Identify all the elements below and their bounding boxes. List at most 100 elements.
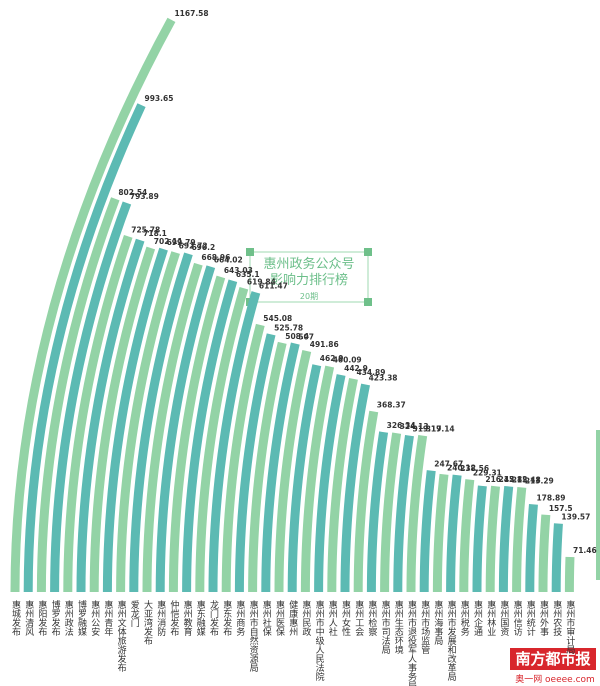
bar bbox=[366, 431, 389, 593]
chart-title: 惠州政务公众号影响力排行榜 bbox=[263, 256, 354, 288]
value-label: 793.89 bbox=[130, 192, 159, 201]
bar bbox=[129, 252, 193, 593]
category-label: 惠州农技 bbox=[551, 599, 562, 637]
value-label: 619.84 bbox=[247, 277, 276, 286]
category-label: 惠州人社 bbox=[327, 599, 338, 637]
value-label: 216.42 bbox=[485, 475, 514, 484]
bar bbox=[76, 238, 145, 593]
category-label: 惠州税务 bbox=[459, 599, 470, 637]
bar bbox=[314, 374, 346, 593]
category-label: 惠州消防 bbox=[155, 599, 166, 637]
category-label: 惠州政法 bbox=[63, 599, 74, 637]
value-label: 178.89 bbox=[536, 493, 565, 502]
bar bbox=[89, 246, 156, 593]
value-label: 442.9 bbox=[344, 364, 368, 373]
bar bbox=[498, 485, 514, 593]
bar bbox=[248, 341, 287, 593]
category-label: 仲恺发布 bbox=[168, 599, 179, 637]
value-label: 491.86 bbox=[310, 340, 339, 349]
value-label: 462.9 bbox=[320, 354, 344, 363]
bar bbox=[525, 503, 538, 593]
corner bbox=[364, 248, 372, 256]
category-label: 惠州市审计局 bbox=[564, 599, 575, 655]
value-label: 157.5 bbox=[549, 504, 573, 513]
category-label: 惠州市自然资源局 bbox=[248, 599, 259, 673]
bar bbox=[340, 383, 370, 593]
category-label: 大亚湾发布 bbox=[142, 599, 153, 646]
value-label: 690.2 bbox=[191, 243, 215, 252]
value-label: 319.17 bbox=[412, 425, 441, 434]
bar bbox=[208, 291, 261, 593]
bar bbox=[168, 275, 226, 593]
value-label: 664.02 bbox=[214, 256, 243, 265]
bar bbox=[23, 103, 146, 593]
bar bbox=[406, 434, 428, 593]
corner bbox=[246, 248, 254, 256]
category-label: 惠阳发布 bbox=[36, 599, 47, 637]
category-label: 惠州商务 bbox=[234, 599, 245, 637]
value-label: 635.1 bbox=[236, 270, 260, 279]
value-label: 215.82 bbox=[499, 475, 528, 484]
bar bbox=[195, 287, 249, 593]
title-line: 影响力排行榜 bbox=[270, 272, 348, 288]
category-label: 惠州清风 bbox=[23, 599, 34, 637]
category-label: 惠州林业 bbox=[485, 599, 496, 636]
category-label: 惠州市发展和改革局 bbox=[446, 599, 457, 682]
bar bbox=[155, 265, 216, 593]
bar bbox=[274, 349, 312, 593]
bar bbox=[485, 485, 501, 593]
bar bbox=[538, 514, 551, 592]
bar bbox=[327, 378, 358, 593]
value-label: 725.78 bbox=[131, 225, 160, 234]
bar bbox=[116, 251, 180, 593]
title-frame bbox=[249, 251, 369, 303]
category-label: 博罗融媒 bbox=[76, 599, 87, 637]
value-label: 71.46 bbox=[573, 546, 597, 555]
source-logo: 南方都市报 bbox=[515, 650, 590, 668]
value-label: 368.37 bbox=[377, 400, 406, 409]
value-label: 324.13 bbox=[400, 422, 429, 431]
category-label: 惠州生态环境 bbox=[393, 599, 404, 655]
category-label: 惠州文体旅游发布 bbox=[116, 599, 127, 673]
value-label: 692.72 bbox=[179, 242, 208, 251]
bar bbox=[446, 474, 462, 593]
bar bbox=[551, 523, 563, 592]
bar bbox=[353, 410, 379, 593]
bar bbox=[432, 473, 449, 593]
category-label: 惠州市司法局 bbox=[380, 599, 391, 655]
bar bbox=[36, 197, 120, 593]
category-label: 惠州女性 bbox=[340, 599, 351, 637]
value-label: 460.09 bbox=[333, 356, 362, 365]
bar bbox=[300, 365, 335, 593]
category-label: 龙门发布 bbox=[208, 599, 219, 637]
bar bbox=[63, 234, 133, 593]
category-label: 惠州医保 bbox=[274, 599, 285, 637]
value-label: 139.57 bbox=[561, 513, 590, 522]
category-label: 惠州市中级人民法院 bbox=[314, 599, 325, 682]
category-label: 惠州统计 bbox=[525, 599, 536, 637]
value-label: 718.1 bbox=[143, 229, 167, 238]
bar bbox=[380, 432, 402, 593]
corner bbox=[364, 298, 372, 306]
category-label: 惠州青年 bbox=[102, 599, 113, 637]
value-label: 247.67 bbox=[434, 460, 463, 469]
value-label: 229.31 bbox=[473, 469, 502, 478]
value-label: 993.65 bbox=[145, 94, 174, 103]
category-label: 惠州外事 bbox=[538, 599, 549, 636]
bar bbox=[472, 485, 487, 593]
value-label: 545.08 bbox=[263, 314, 292, 323]
value-label: 802.54 bbox=[118, 188, 147, 197]
title-line: 惠州政务公众号 bbox=[263, 256, 354, 272]
bar bbox=[10, 17, 176, 593]
value-label: 326.34 bbox=[387, 421, 416, 430]
bar bbox=[221, 323, 265, 593]
value-label: 668.96 bbox=[201, 253, 230, 262]
category-label: 博罗发布 bbox=[50, 599, 61, 637]
value-label: 699.79 bbox=[167, 238, 196, 247]
value-label: 525.78 bbox=[274, 323, 303, 332]
value-label: 643.03 bbox=[224, 266, 253, 275]
value-label: 434.89 bbox=[357, 368, 386, 377]
category-label: 惠州信访 bbox=[512, 599, 523, 637]
category-label: 惠州公安 bbox=[89, 599, 100, 637]
